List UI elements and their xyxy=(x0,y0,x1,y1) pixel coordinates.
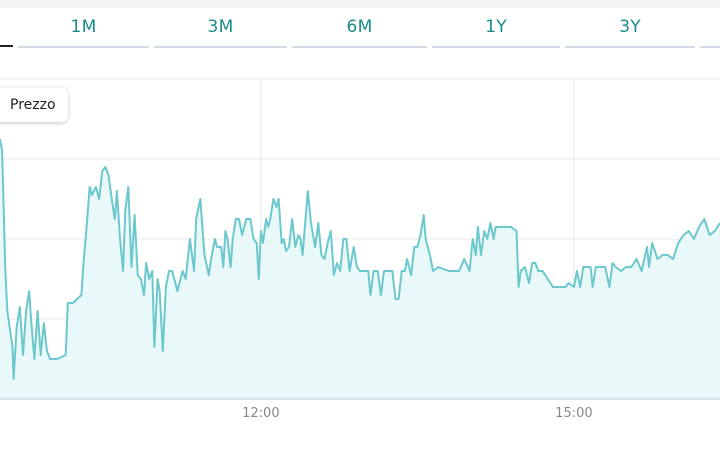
legend-label-prezzo: Prezzo xyxy=(10,97,56,113)
x-axis-ticks: 12:00 15:00 xyxy=(242,406,593,421)
active-tab-indicator xyxy=(0,45,13,47)
x-tick-label: 12:00 xyxy=(242,406,279,421)
top-strip xyxy=(0,0,720,8)
tab-3m[interactable]: 3M xyxy=(154,8,287,48)
price-line xyxy=(0,138,720,380)
tab-more[interactable] xyxy=(700,8,720,48)
tab-1m[interactable]: 1M xyxy=(18,8,149,48)
tab-1y[interactable]: 1Y xyxy=(432,8,560,48)
tab-6m[interactable]: 6M xyxy=(292,8,427,48)
tab-3y[interactable]: 3Y xyxy=(565,8,695,48)
chart-legend: Prezzo xyxy=(0,88,68,122)
x-tick-label: 15:00 xyxy=(555,406,592,421)
price-area xyxy=(0,139,720,399)
price-chart: 12:00 15:00 xyxy=(0,78,720,421)
range-tabs: 1M 3M 6M 1Y 3Y xyxy=(0,8,720,50)
